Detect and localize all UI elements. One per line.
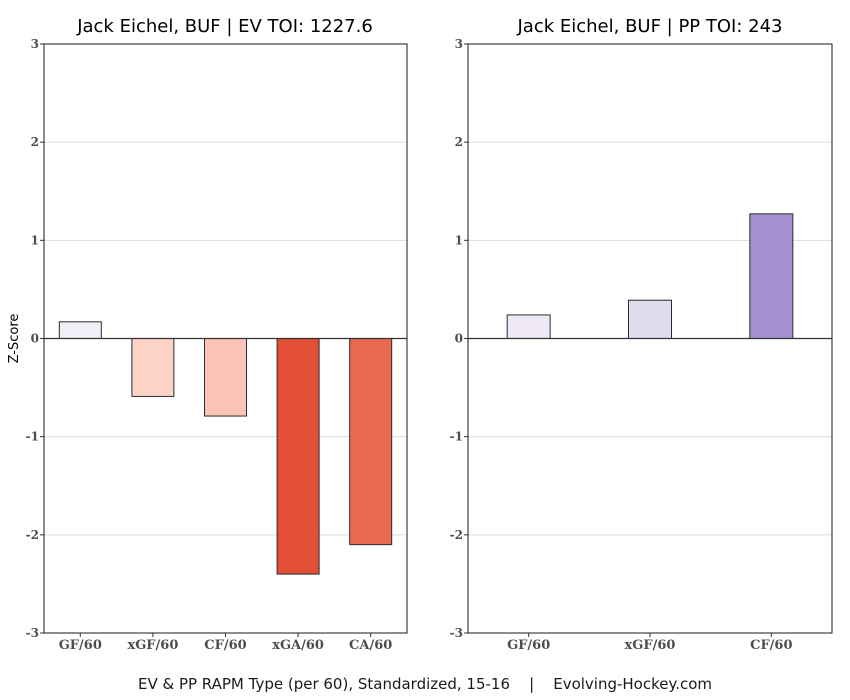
y-tick-label: 3 — [455, 37, 463, 51]
y-tick-label: 1 — [31, 233, 39, 247]
y-tick-label: -3 — [26, 626, 39, 640]
bar-cf-per-60 — [204, 338, 247, 417]
x-tick-label: CF/60 — [204, 638, 246, 653]
x-tick-label: xGF/60 — [625, 638, 676, 653]
bar-xga-per-60 — [276, 338, 320, 575]
chart-title: Jack Eichel, BUF | EV TOI: 1227.6 — [76, 16, 373, 37]
ev-rapm-chart: Jack Eichel, BUF | EV TOI: 1227.6 Z-Score… — [7, 16, 408, 653]
y-tick-label: 0 — [31, 332, 39, 346]
x-tick-label: GF/60 — [59, 638, 102, 653]
x-tick-label: xGF/60 — [127, 638, 178, 653]
x-tick-label: CA/60 — [349, 638, 392, 653]
y-tick-label: 2 — [31, 135, 39, 149]
bar-xgf-per-60 — [131, 338, 175, 397]
chart-title: Jack Eichel, BUF | PP TOI: 243 — [516, 16, 782, 37]
bar-xgf-per-60 — [628, 299, 672, 339]
bar-gf-per-60 — [506, 314, 551, 340]
y-tick-label: 0 — [455, 332, 463, 346]
y-axis-label: Z-Score — [7, 314, 22, 364]
y-tick-label: -2 — [26, 528, 39, 542]
x-tick-label: CF/60 — [750, 638, 792, 653]
pp-rapm-chart: Jack Eichel, BUF | PP TOI: 243 -3 -2 -1 0 1 2 3… — [450, 16, 833, 653]
x-tick-label: GF/60 — [507, 638, 550, 653]
y-tick-label: -1 — [450, 430, 463, 444]
bar-gf-per-60 — [58, 321, 102, 340]
y-tick-label: -1 — [26, 430, 39, 444]
y-tick-label: -3 — [450, 626, 463, 640]
bar-cf-per-60 — [749, 213, 794, 340]
y-tick-label: 3 — [31, 37, 39, 51]
x-tick-label: xGA/60 — [272, 638, 324, 653]
y-tick-label: 2 — [455, 135, 463, 149]
bar-ca-per-60 — [349, 338, 393, 546]
y-tick-label: -2 — [450, 528, 463, 542]
figure-caption: EV & PP RAPM Type (per 60), Standardized… — [138, 675, 712, 693]
y-tick-label: 1 — [455, 233, 463, 247]
